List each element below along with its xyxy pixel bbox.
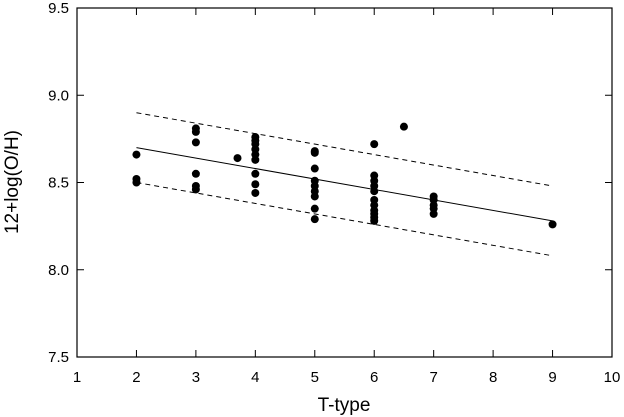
data-point [548, 220, 557, 229]
x-tick-label: 9 [548, 369, 556, 386]
data-point [191, 138, 200, 147]
plot-frame [76, 7, 613, 358]
bound-line [136, 112, 553, 187]
y-axis-label: 12+log(O/H) [2, 130, 23, 234]
fit-line [136, 147, 553, 222]
x-tick-label: 3 [192, 369, 200, 386]
data-point [191, 185, 200, 194]
y-tick-label: 8.0 [48, 262, 69, 279]
data-point [251, 155, 260, 164]
x-tick-label: 6 [370, 369, 378, 386]
data-point [251, 188, 260, 197]
x-tick-label: 1 [73, 369, 81, 386]
data-point [370, 140, 379, 149]
data-point [251, 180, 260, 189]
y-tick-label: 9.5 [48, 0, 69, 17]
data-point [310, 215, 319, 224]
bound-line [136, 182, 553, 257]
data-point [310, 148, 319, 157]
x-tick-label: 7 [429, 369, 437, 386]
scatter-bounds [136, 112, 553, 257]
x-tick-label: 2 [132, 369, 140, 386]
x-tick-label: 8 [489, 369, 497, 386]
data-point [310, 204, 319, 213]
data-point [132, 150, 141, 159]
y-tick-label: 9.0 [48, 87, 69, 104]
x-tick-label: 5 [311, 369, 319, 386]
y-tick-label: 8.5 [48, 175, 69, 192]
data-point [233, 154, 242, 163]
y-tick-label: 7.5 [48, 349, 69, 366]
regression-line [136, 147, 553, 222]
data-point [370, 187, 379, 196]
data-point [132, 178, 141, 187]
data-point [191, 127, 200, 136]
data-point [310, 192, 319, 201]
x-axis-label: T-type [318, 395, 371, 416]
axis-ticks: 1 2 3 4 5 6 7 8 9 10 7.5 8.0 8.5 9.0 9.5 [48, 0, 620, 386]
data-point [370, 216, 379, 225]
data-points [132, 122, 557, 229]
data-point [429, 209, 438, 218]
data-point [251, 169, 260, 178]
data-point [191, 169, 200, 178]
data-point [310, 164, 319, 173]
data-point [399, 122, 408, 131]
x-tick-label: 10 [604, 369, 621, 386]
x-tick-label: 4 [251, 369, 259, 386]
